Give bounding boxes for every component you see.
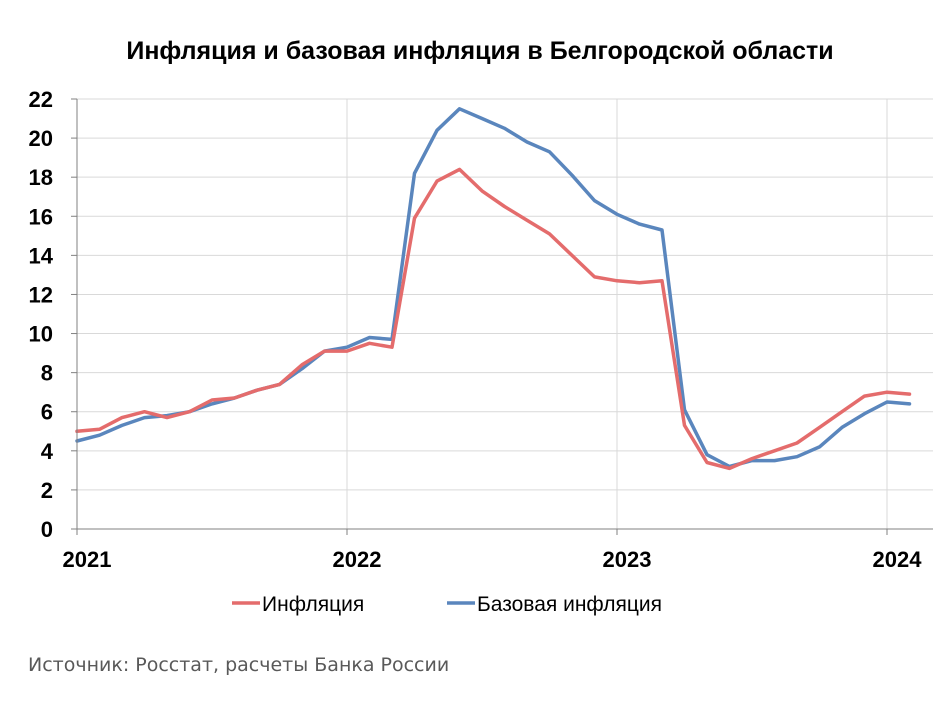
y-tick-label: 6 bbox=[41, 400, 53, 425]
grid-lines bbox=[77, 98, 933, 529]
y-tick-label: 22 bbox=[29, 87, 53, 112]
chart-title: Инфляция и базовая инфляция в Белгородск… bbox=[126, 37, 834, 65]
x-axis-ticks: 2021 2022 2023 2024 bbox=[63, 529, 923, 572]
y-tick-label: 0 bbox=[41, 517, 53, 542]
series-lines bbox=[75, 107, 912, 471]
y-tick-label: 4 bbox=[41, 439, 54, 464]
y-tick-label: 10 bbox=[29, 322, 53, 347]
source-note: Источник: Росстат, расчеты Банка России bbox=[28, 654, 450, 676]
legend: Инфляция Базовая инфляция bbox=[232, 593, 662, 616]
x-tick-label: 2023 bbox=[603, 547, 652, 572]
y-tick-label: 8 bbox=[41, 361, 53, 386]
y-tick-label: 16 bbox=[29, 204, 53, 229]
series-line-inflation bbox=[75, 167, 912, 471]
x-tick-label: 2022 bbox=[333, 547, 382, 572]
y-tick-label: 2 bbox=[41, 478, 53, 503]
y-axis-ticks: 0 2 4 6 8 10 12 14 16 18 20 22 bbox=[29, 87, 77, 542]
y-tick-label: 18 bbox=[29, 165, 53, 190]
y-tick-label: 14 bbox=[29, 243, 54, 268]
x-tick-label: 2024 bbox=[873, 547, 923, 572]
axes bbox=[76, 99, 933, 530]
legend-label-core-inflation: Базовая инфляция bbox=[477, 593, 662, 616]
y-tick-label: 12 bbox=[29, 282, 53, 307]
series-line-core-inflation bbox=[75, 107, 912, 469]
legend-label-inflation: Инфляция bbox=[262, 593, 364, 616]
y-tick-label: 20 bbox=[29, 126, 53, 151]
x-tick-label: 2021 bbox=[63, 547, 112, 572]
